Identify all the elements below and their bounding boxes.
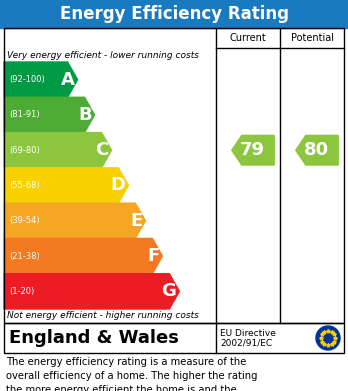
Text: (81-91): (81-91) xyxy=(9,110,40,119)
Text: The energy efficiency rating is a measure of the
overall efficiency of a home. T: The energy efficiency rating is a measur… xyxy=(6,357,258,391)
Polygon shape xyxy=(232,135,274,165)
Text: D: D xyxy=(110,176,126,194)
Text: (1-20): (1-20) xyxy=(9,287,34,296)
Polygon shape xyxy=(4,133,111,168)
Circle shape xyxy=(316,326,340,350)
Text: Current: Current xyxy=(230,33,266,43)
Bar xyxy=(0,0,348,28)
Text: 79: 79 xyxy=(239,141,264,159)
Bar xyxy=(4,323,344,353)
Text: Very energy efficient - lower running costs: Very energy efficient - lower running co… xyxy=(7,50,199,59)
Polygon shape xyxy=(4,274,179,309)
Text: F: F xyxy=(147,247,159,265)
Polygon shape xyxy=(4,203,145,239)
Polygon shape xyxy=(4,239,163,274)
Polygon shape xyxy=(296,135,338,165)
Text: Energy Efficiency Rating: Energy Efficiency Rating xyxy=(60,5,288,23)
Text: EU Directive: EU Directive xyxy=(220,330,276,339)
Text: E: E xyxy=(130,212,142,230)
Text: C: C xyxy=(95,141,109,159)
Text: England & Wales: England & Wales xyxy=(9,329,179,347)
Text: (69-80): (69-80) xyxy=(9,146,40,155)
Text: B: B xyxy=(78,106,92,124)
Text: 2002/91/EC: 2002/91/EC xyxy=(220,339,272,348)
Bar xyxy=(4,28,344,323)
Text: G: G xyxy=(161,282,176,300)
Polygon shape xyxy=(4,62,78,97)
Text: (92-100): (92-100) xyxy=(9,75,45,84)
Polygon shape xyxy=(4,97,95,133)
Text: Not energy efficient - higher running costs: Not energy efficient - higher running co… xyxy=(7,312,199,321)
Text: A: A xyxy=(61,71,74,89)
Text: Potential: Potential xyxy=(291,33,333,43)
Text: (55-68): (55-68) xyxy=(9,181,40,190)
Polygon shape xyxy=(4,168,128,203)
Text: (21-38): (21-38) xyxy=(9,251,40,260)
Text: 80: 80 xyxy=(303,141,329,159)
Text: (39-54): (39-54) xyxy=(9,216,40,225)
